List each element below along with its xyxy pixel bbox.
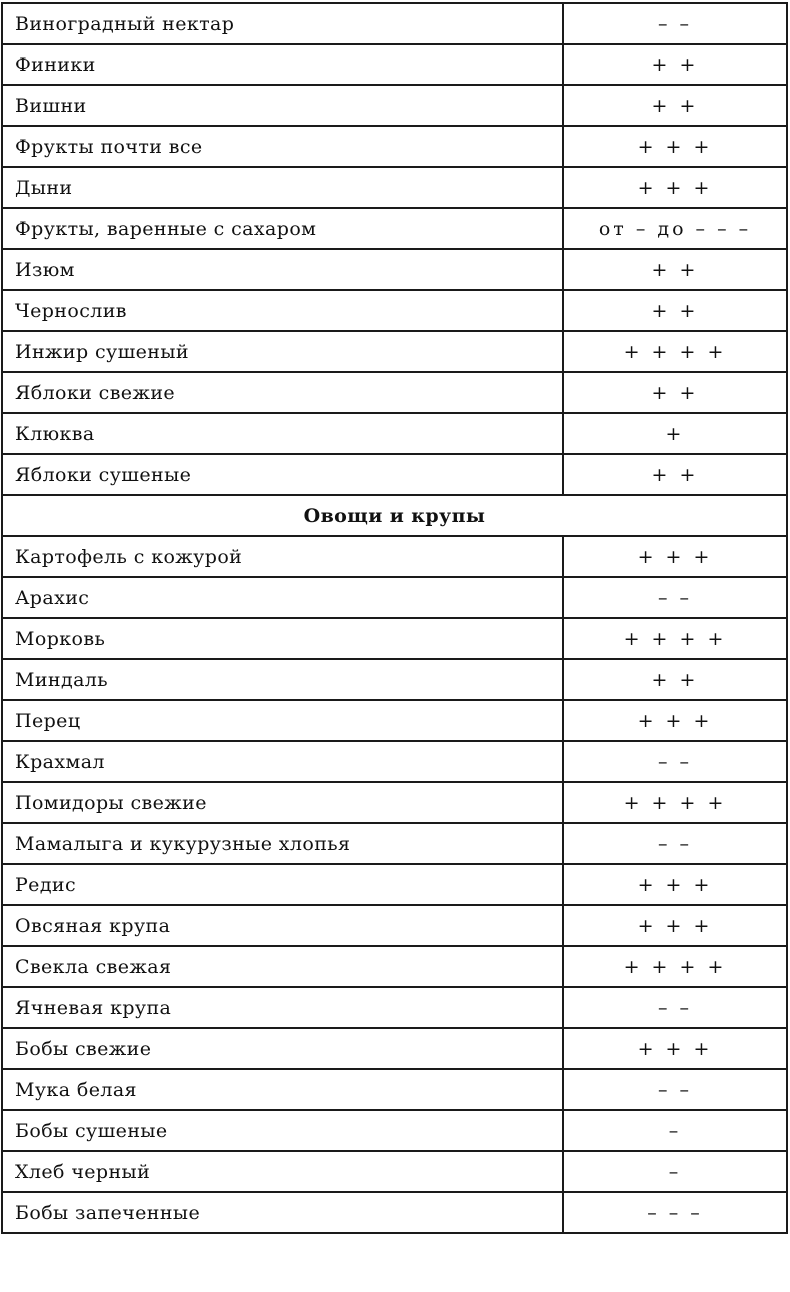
food-rating: + + + [562,166,788,209]
food-name: Картофель с кожурой [1,535,564,578]
table-row: Финики + + [1,43,788,86]
table-row: Дыни + + + [1,166,788,209]
food-name: Арахис [1,576,564,619]
food-rating: + + [562,453,788,496]
food-rating: + + + [562,863,788,906]
table-row: Редис + + + [1,863,788,906]
table-row: Бобы сушеные – [1,1109,788,1152]
food-name: Вишни [1,84,564,127]
food-rating: – – [562,1068,788,1111]
table-row: Чернослив + + [1,289,788,332]
food-name: Клюква [1,412,564,455]
food-name: Мука белая [1,1068,564,1111]
food-name: Дыни [1,166,564,209]
food-rating: + + + [562,1027,788,1070]
food-name: Свекла свежая [1,945,564,988]
table-row: Фрукты, варенные с сахаром от – до – – – [1,207,788,250]
food-rating: + + + + [562,330,788,373]
food-rating: – [562,1109,788,1152]
table-row: Мука белая – – [1,1068,788,1111]
food-name: Яблоки сушеные [1,453,564,496]
table-row: Клюква + [1,412,788,455]
table-row: Помидоры свежие + + + + [1,781,788,824]
food-name: Бобы запеченные [1,1191,564,1234]
food-rating: + + + + [562,617,788,660]
table-row: Ячневая крупа – – [1,986,788,1029]
food-name: Помидоры свежие [1,781,564,824]
food-rating: – – [562,740,788,783]
food-name: Финики [1,43,564,86]
food-name: Мамалыга и кукурузные хлопья [1,822,564,865]
food-rating: – – [562,2,788,45]
table-row: Крахмал – – [1,740,788,783]
food-name: Овсяная крупа [1,904,564,947]
table-row: Миндаль + + [1,658,788,701]
food-rating: + + + + [562,781,788,824]
food-rating: – – [562,986,788,1029]
table-row: Виноградный нектар – – [1,2,788,45]
food-name: Крахмал [1,740,564,783]
food-rating: + + + [562,699,788,742]
food-rating: + + [562,248,788,291]
food-table: Виноградный нектар – – Финики + + Вишни + + Фр… [1,2,788,1234]
food-name: Изюм [1,248,564,291]
food-name: Бобы сушеные [1,1109,564,1152]
table-row: Морковь + + + + [1,617,788,660]
food-rating: – – [562,576,788,619]
table-row: Вишни + + [1,84,788,127]
food-name: Морковь [1,617,564,660]
table-row: Перец + + + [1,699,788,742]
table-row: Бобы свежие + + + [1,1027,788,1070]
food-name: Виноградный нектар [1,2,564,45]
food-rating: + + + [562,125,788,168]
food-name: Фрукты почти все [1,125,564,168]
food-name: Яблоки свежие [1,371,564,414]
table-body: Виноградный нектар – – Финики + + Вишни + + Фр… [1,2,788,1234]
food-name: Перец [1,699,564,742]
food-name: Редис [1,863,564,906]
table-row: Свекла свежая + + + + [1,945,788,988]
food-rating: + + [562,658,788,701]
food-name: Фрукты, варенные с сахаром [1,207,564,250]
food-rating: + + [562,84,788,127]
table-row: Картофель с кожурой + + + [1,535,788,578]
food-rating: от – до – – – [562,207,788,250]
table-row: Изюм + + [1,248,788,291]
table-row: Овсяная крупа + + + [1,904,788,947]
food-rating: – [562,1150,788,1193]
table-row: Бобы запеченные – – – [1,1191,788,1234]
food-rating: + + + [562,535,788,578]
food-rating: + [562,412,788,455]
food-rating: + + [562,43,788,86]
food-rating: + + + [562,904,788,947]
table-row: Яблоки сушеные + + [1,453,788,496]
food-name: Инжир сушеный [1,330,564,373]
table-row: Яблоки свежие + + [1,371,788,414]
food-name: Чернослив [1,289,564,332]
food-rating: + + [562,289,788,332]
section-header-row: Овощи и крупы [1,494,788,537]
section-title: Овощи и крупы [1,494,788,537]
food-name: Хлеб черный [1,1150,564,1193]
food-name: Миндаль [1,658,564,701]
food-rating: – – – [562,1191,788,1234]
table-row: Арахис – – [1,576,788,619]
food-name: Бобы свежие [1,1027,564,1070]
table-row: Мамалыга и кукурузные хлопья – – [1,822,788,865]
table-row: Фрукты почти все + + + [1,125,788,168]
food-name: Ячневая крупа [1,986,564,1029]
table-row: Инжир сушеный + + + + [1,330,788,373]
table-row: Хлеб черный – [1,1150,788,1193]
food-rating: + + + + [562,945,788,988]
food-rating: – – [562,822,788,865]
food-rating: + + [562,371,788,414]
